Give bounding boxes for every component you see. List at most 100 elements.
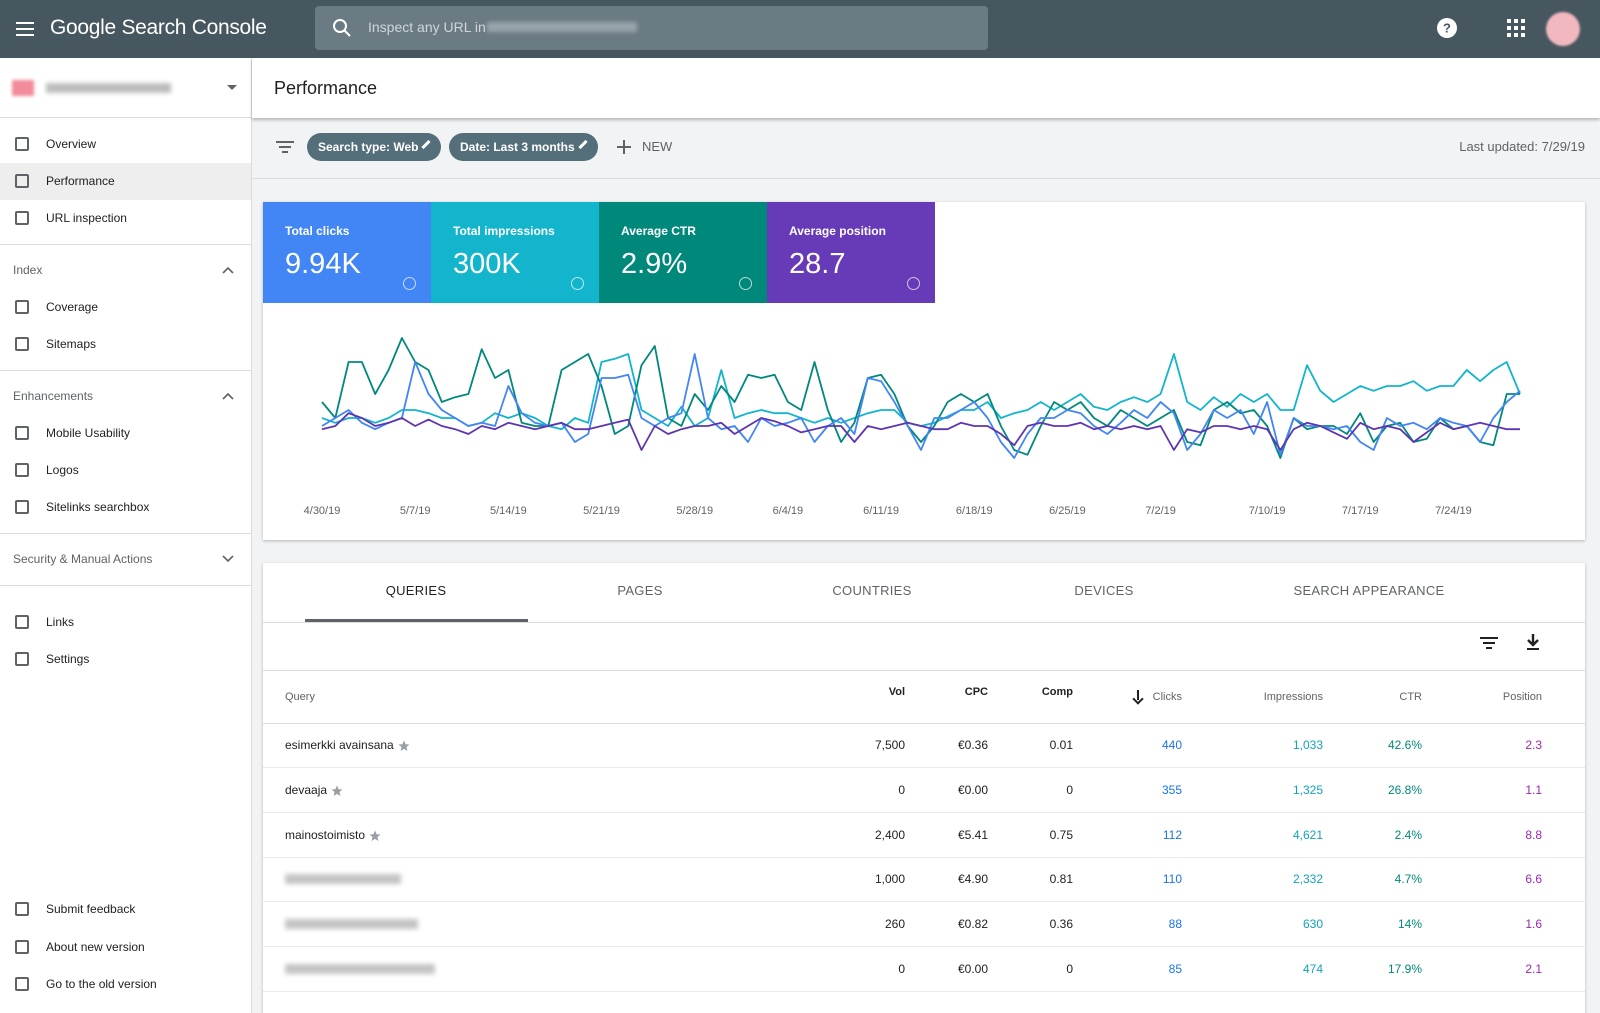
star-icon[interactable] — [331, 785, 343, 797]
table-cell: 8.8 — [1525, 827, 1542, 842]
sidebar-section-title[interactable]: Enhancements — [13, 389, 94, 403]
table-cell[interactable]: mainostoimisto — [285, 827, 366, 842]
nav-item[interactable]: Mobile Usability — [46, 426, 131, 440]
nav-item[interactable]: Sitemaps — [46, 337, 97, 351]
column-header[interactable]: CPC — [964, 686, 988, 698]
property-blurred-name[interactable] — [46, 83, 171, 93]
tab[interactable]: SEARCH APPEARANCE — [1293, 583, 1445, 598]
column-header[interactable]: Impressions — [1263, 691, 1323, 703]
section-chevron[interactable] — [222, 266, 234, 274]
x-tick-label: 5/7/19 — [400, 505, 431, 517]
table-cell: 0.01 — [1049, 738, 1073, 752]
table-cell: 2,400 — [874, 827, 905, 842]
table-cell: 17.9% — [1387, 962, 1422, 976]
column-header[interactable]: Comp — [1041, 686, 1073, 698]
nav-icon — [15, 902, 29, 916]
apps-icon[interactable] — [1506, 18, 1526, 38]
x-tick-label: 5/21/19 — [583, 505, 620, 517]
blurred-query — [285, 964, 435, 974]
table-cell: 42.6% — [1387, 738, 1422, 752]
footer-link[interactable]: About new version — [46, 939, 145, 954]
nav-icon — [15, 463, 29, 477]
metric-value: 28.7 — [789, 248, 846, 280]
sidebar-section-title[interactable]: Index — [13, 263, 43, 277]
table-cell[interactable]: devaaja — [285, 782, 328, 797]
nav-item[interactable]: Logos — [46, 463, 79, 477]
filter-chip[interactable] — [449, 133, 598, 161]
column-header[interactable]: Query — [285, 691, 315, 703]
table-cell: 2.3 — [1525, 738, 1542, 752]
section-chevron[interactable] — [222, 392, 234, 400]
table-filter-icon[interactable] — [1480, 636, 1498, 650]
menu-icon[interactable] — [14, 18, 36, 40]
tab[interactable]: COUNTRIES — [832, 583, 912, 598]
new-filter-plus — [623, 140, 625, 154]
nav-icon — [15, 977, 29, 991]
performance-chart: 4/30/19 5/7/19 5/14/19 5/21/19 5/28/19 6/4/19… — [304, 337, 1521, 517]
row-divider — [263, 767, 1585, 768]
nav-item[interactable]: Sitelinks searchbox — [46, 500, 150, 514]
x-tick-label: 6/11/19 — [863, 505, 899, 517]
star-icon[interactable] — [398, 740, 410, 752]
column-header[interactable]: Position — [1502, 691, 1542, 703]
nav-item[interactable]: Performance — [46, 174, 115, 188]
filter-icon[interactable] — [276, 139, 294, 155]
table-cell: €5.41 — [957, 827, 988, 842]
search-box[interactable] — [315, 6, 988, 50]
metric-label: Total clicks — [285, 224, 350, 238]
sidebar-divider — [0, 533, 251, 534]
column-header[interactable]: Vol — [888, 686, 905, 698]
property-dropdown[interactable] — [226, 84, 238, 92]
filter-chip-label[interactable]: Search type: Web — [318, 140, 419, 154]
footer-link[interactable]: Submit feedback — [46, 902, 136, 916]
table-cell: 0 — [1066, 782, 1073, 797]
footer-link[interactable]: Go to the old version — [46, 977, 157, 991]
nav-item[interactable]: Coverage — [46, 300, 99, 314]
x-tick-label: 5/28/19 — [676, 505, 713, 517]
table-cell: 2.4% — [1394, 827, 1422, 842]
table-card — [263, 563, 1585, 1013]
active-tab-underline — [305, 619, 528, 622]
table-cell: €0.36 — [957, 738, 988, 752]
nav-item[interactable]: Links — [46, 615, 75, 629]
column-header[interactable]: CTR — [1399, 691, 1422, 703]
property-icon — [12, 80, 34, 96]
product-name: Google Search Console — [50, 16, 267, 39]
table-cell: 0 — [898, 962, 905, 976]
search-placeholder[interactable]: Inspect any URL in — [368, 19, 486, 35]
avatar[interactable] — [1546, 12, 1580, 46]
filter-chip[interactable] — [307, 133, 441, 161]
sidebar-divider — [0, 585, 251, 586]
new-filter[interactable]: NEW — [642, 139, 673, 154]
download-icon[interactable] — [1525, 633, 1541, 651]
metric-help-icon — [739, 277, 752, 290]
x-tick-label: 7/24/19 — [1435, 505, 1472, 517]
row-divider — [263, 946, 1585, 948]
filter-chip-label[interactable]: Date: Last 3 months — [460, 140, 575, 154]
table-cell: 110 — [1162, 872, 1182, 887]
row-divider — [263, 811, 1585, 813]
sidebar — [0, 58, 252, 1013]
sidebar-section-title[interactable]: Security & Manual Actions — [13, 552, 153, 566]
tab[interactable]: QUERIES — [385, 583, 447, 598]
blurred-query — [285, 919, 418, 930]
tab[interactable]: DEVICES — [1074, 583, 1134, 598]
sort-arrow — [1137, 690, 1139, 700]
star-icon[interactable] — [369, 830, 381, 842]
tab[interactable]: PAGES — [617, 583, 663, 598]
metric-help-icon — [907, 277, 920, 290]
metric-help-icon — [571, 277, 584, 290]
table-cell: 112 — [1162, 827, 1182, 842]
header-divider — [263, 723, 1585, 724]
x-tick-label: 7/17/19 — [1342, 505, 1379, 517]
table-cell: €0.00 — [957, 782, 988, 797]
table-cell[interactable]: esimerkki avainsana — [285, 738, 394, 752]
nav-item[interactable]: URL inspection — [46, 211, 127, 225]
nav-item[interactable]: Overview — [46, 137, 97, 151]
section-chevron[interactable] — [222, 555, 234, 563]
nav-item[interactable]: Settings — [46, 652, 90, 666]
help-icon[interactable]: ? — [1436, 17, 1458, 39]
nav-icon — [15, 211, 29, 225]
table-cell: 355 — [1161, 782, 1182, 797]
column-header[interactable]: Clicks — [1152, 691, 1182, 703]
